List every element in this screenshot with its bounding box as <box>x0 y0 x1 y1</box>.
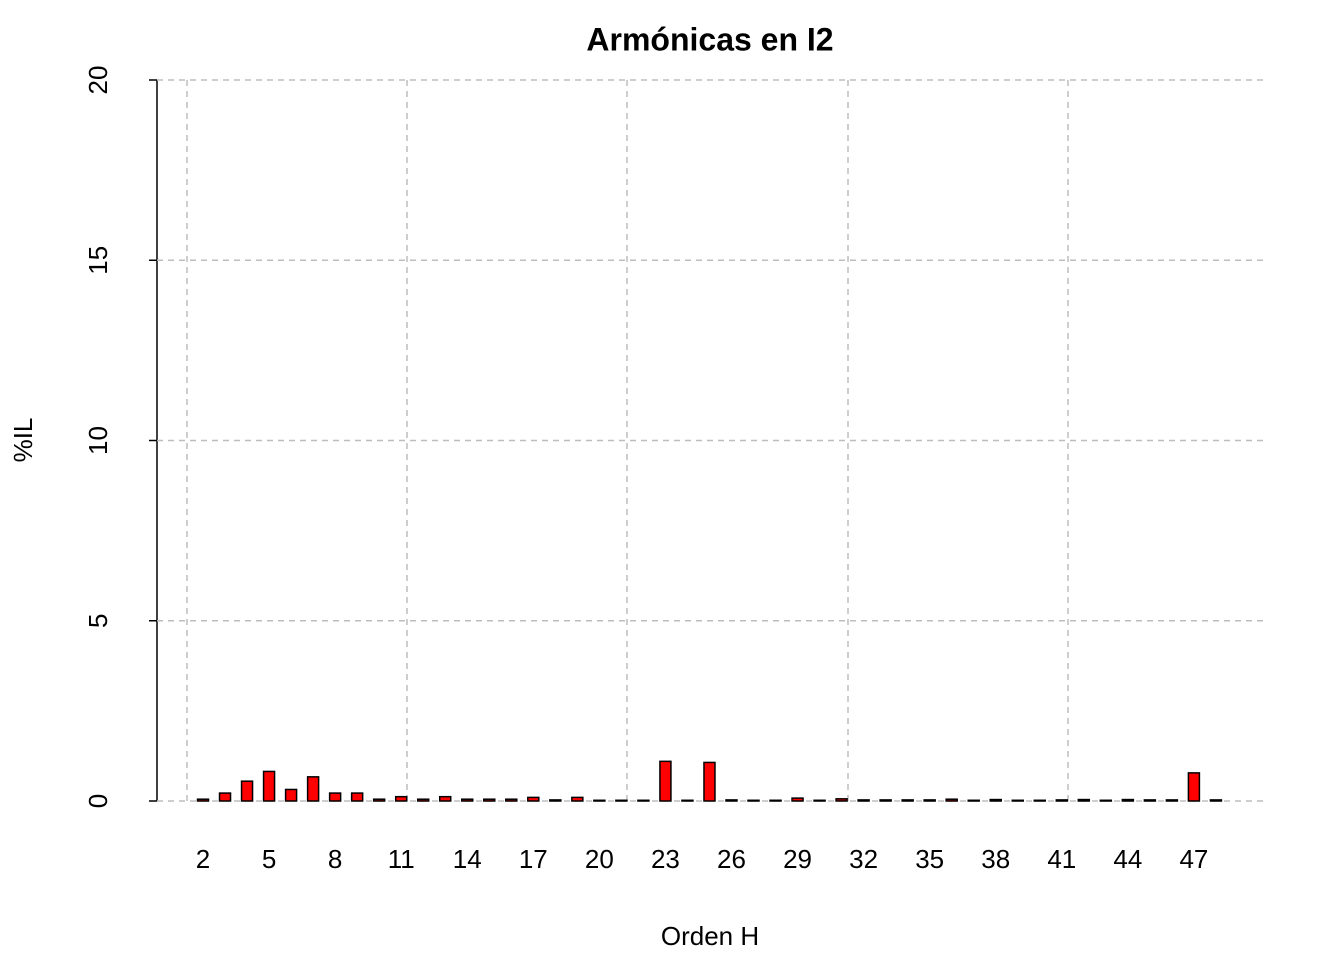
x-tick-label: 20 <box>585 844 614 874</box>
bar <box>857 799 870 802</box>
bar <box>681 799 694 802</box>
x-tick-label: 44 <box>1113 844 1142 874</box>
bar <box>791 797 804 802</box>
bar <box>328 792 342 802</box>
y-tick-label: 15 <box>83 246 113 275</box>
bar <box>1011 799 1024 802</box>
y-tick-label: 5 <box>83 614 113 628</box>
bar <box>1143 799 1157 802</box>
chart-title: Armónicas en I2 <box>586 21 833 57</box>
bar <box>240 780 254 802</box>
bar <box>967 799 980 802</box>
bar <box>394 795 408 802</box>
x-tick-label: 41 <box>1047 844 1076 874</box>
bar <box>1077 798 1091 802</box>
vertical-grid <box>186 80 1069 801</box>
bar <box>901 799 914 802</box>
x-tick-label: 47 <box>1179 844 1208 874</box>
x-tick-label: 14 <box>453 844 482 874</box>
bar <box>1165 799 1179 802</box>
bar <box>659 760 672 802</box>
bar <box>725 799 738 802</box>
bar <box>615 799 628 802</box>
bar <box>350 792 364 802</box>
bar <box>769 799 782 802</box>
y-tick-label: 10 <box>83 426 113 455</box>
bar <box>1209 799 1223 802</box>
x-tick-label: 8 <box>328 844 342 874</box>
bar <box>637 799 650 802</box>
bar <box>527 796 540 802</box>
bar <box>218 792 232 802</box>
bar <box>1055 799 1069 802</box>
x-tick-label: 17 <box>519 844 548 874</box>
bar <box>549 799 562 802</box>
x-tick-label: 23 <box>651 844 680 874</box>
x-tick-label: 5 <box>262 844 276 874</box>
bar <box>813 799 826 802</box>
x-tick-label: 11 <box>388 844 415 874</box>
bar <box>593 799 606 802</box>
bar <box>945 798 958 802</box>
bar <box>196 798 210 802</box>
bar <box>1033 799 1047 802</box>
x-tick-label: 35 <box>915 844 944 874</box>
bar <box>1187 772 1201 802</box>
bar <box>284 788 298 802</box>
bar <box>703 761 716 802</box>
bar <box>461 798 474 802</box>
bar <box>505 798 518 802</box>
bar <box>262 770 276 802</box>
bar <box>989 798 1002 802</box>
bar <box>372 798 386 802</box>
x-tick-label: 32 <box>849 844 878 874</box>
bar <box>747 799 760 802</box>
bar <box>1099 799 1113 802</box>
y-axis-title: %IL <box>8 418 38 463</box>
y-tick-label: 20 <box>83 66 113 95</box>
y-tick-label: 0 <box>83 794 113 808</box>
bar <box>438 795 452 802</box>
bar <box>571 796 584 802</box>
x-axis-title: Orden H <box>661 921 759 951</box>
x-tick-label: 26 <box>717 844 746 874</box>
x-tick-label: 38 <box>981 844 1010 874</box>
bar <box>483 798 496 802</box>
bar <box>416 798 430 802</box>
bar <box>835 798 848 802</box>
x-tick-label: 29 <box>783 844 812 874</box>
bar <box>1121 798 1135 802</box>
bar <box>923 799 936 802</box>
x-tick-label: 2 <box>196 844 210 874</box>
bar <box>306 776 320 802</box>
bar <box>879 799 892 802</box>
